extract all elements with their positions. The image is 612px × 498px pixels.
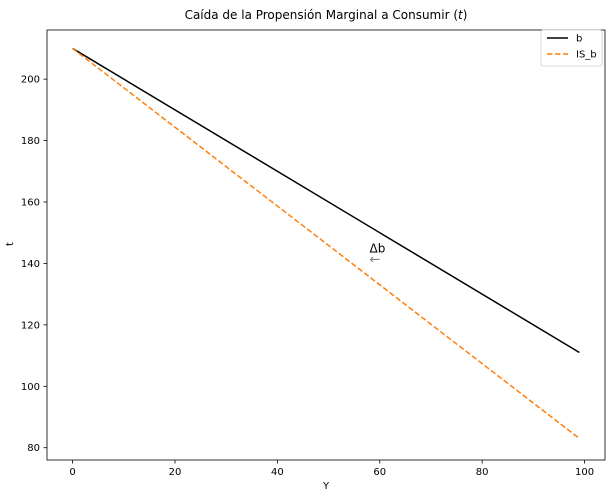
y-axis-label: t xyxy=(5,242,16,246)
x-tick-label: 20 xyxy=(169,467,182,478)
annotation-layer: Δb← xyxy=(370,241,386,267)
y-tick-label: 100 xyxy=(21,382,40,393)
y-axis-ticks: 80 100 120 140 160 180 200 xyxy=(21,75,47,454)
annotation-arrow: ← xyxy=(370,252,381,267)
y-tick-label: 120 xyxy=(21,320,40,331)
x-tick-label: 40 xyxy=(271,467,284,478)
y-tick-label: 180 xyxy=(21,136,40,147)
series-line-is-b xyxy=(72,47,580,440)
annotation-label: Δb xyxy=(370,241,386,255)
plot-area-frame xyxy=(46,29,606,461)
y-tick-label: 80 xyxy=(27,443,40,454)
y-tick-label: 200 xyxy=(21,75,40,86)
legend-box xyxy=(540,29,603,67)
y-tick-label: 160 xyxy=(21,198,40,209)
x-axis-ticks: 0 20 40 60 80 100 xyxy=(69,460,594,478)
legend: b IS_b xyxy=(540,29,603,67)
x-tick-label: 80 xyxy=(476,467,489,478)
chart-title: Caída de la Propensión Marginal a Consum… xyxy=(185,8,468,22)
legend-label: IS_b xyxy=(576,50,597,61)
x-tick-label: 0 xyxy=(69,467,75,478)
x-tick-label: 60 xyxy=(373,467,386,478)
y-tick-label: 140 xyxy=(21,259,40,270)
series-layer xyxy=(72,47,580,440)
series-line-b xyxy=(72,47,580,354)
legend-label: b xyxy=(576,34,582,45)
x-tick-label: 100 xyxy=(575,467,594,478)
x-axis-label: Y xyxy=(322,481,330,492)
